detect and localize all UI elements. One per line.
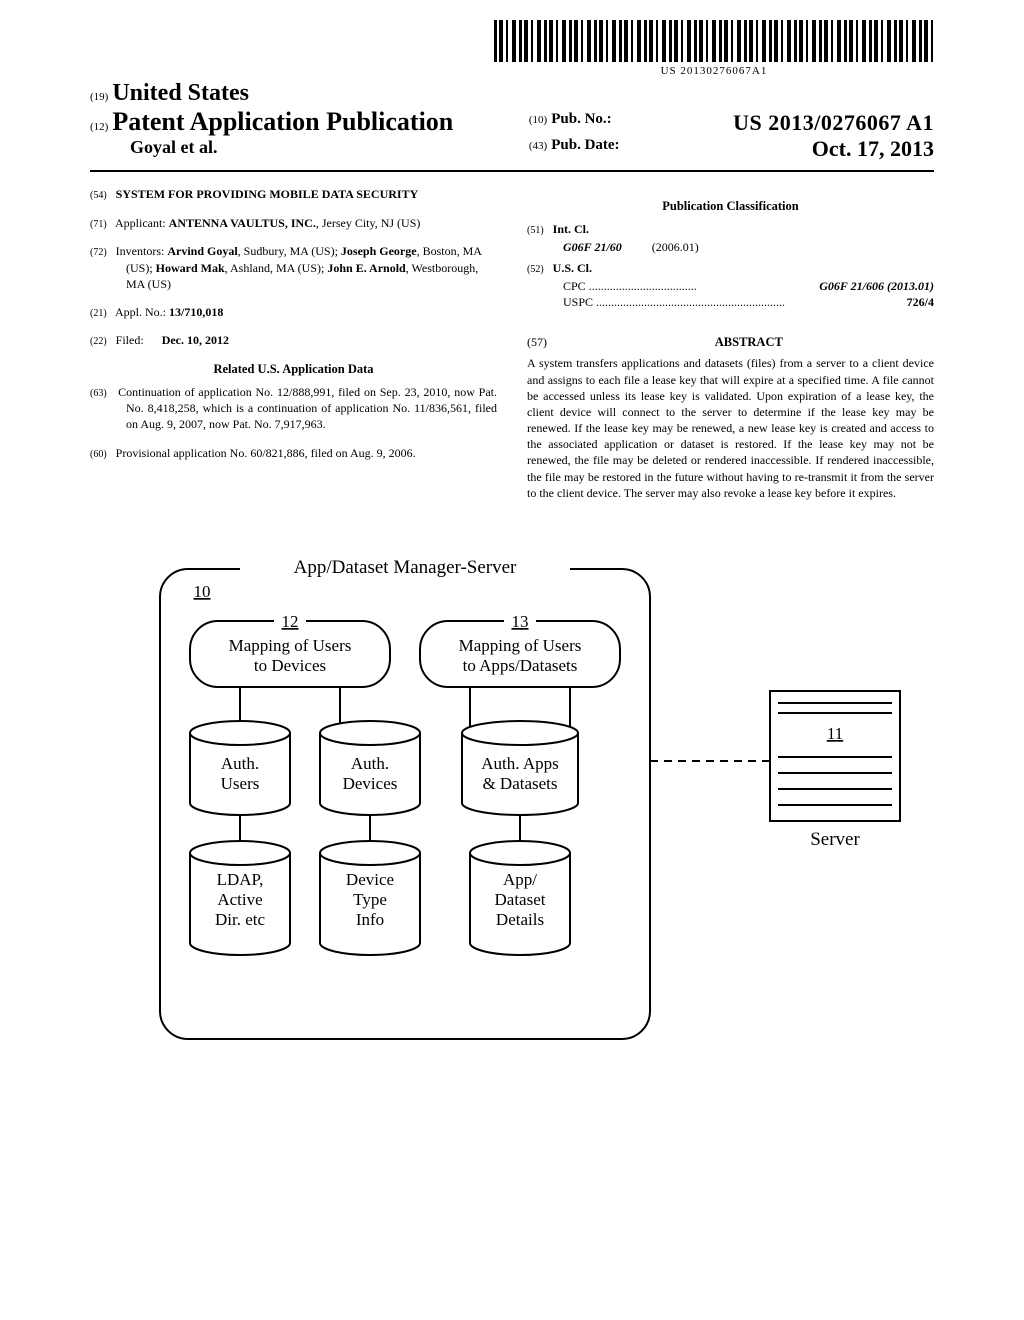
f52-label: U.S. Cl. <box>553 261 592 275</box>
svg-text:Type: Type <box>353 890 387 909</box>
f57-code: (57) <box>527 335 547 349</box>
country: United States <box>112 80 249 106</box>
classification-heading: Publication Classification <box>527 198 934 215</box>
uspc-label: USPC <box>563 295 593 309</box>
barcode-region: US 20130276067A1 <box>494 20 934 77</box>
f71-text: ANTENNA VAULTUS, INC., Jersey City, NJ (… <box>169 216 421 230</box>
fig-title: App/Dataset Manager-Server <box>294 557 517 578</box>
server-label: Server <box>810 829 860 850</box>
code-19: (19) <box>90 91 108 103</box>
pub-date: Oct. 17, 2013 <box>812 136 934 162</box>
f72-text: Arvind Goyal, Sudbury, MA (US); Joseph G… <box>126 244 481 291</box>
biblio-left-column: (54) SYSTEM FOR PROVIDING MOBILE DATA SE… <box>90 186 497 501</box>
svg-text:Auth. Apps: Auth. Apps <box>481 754 558 773</box>
code-43: (43) <box>529 140 547 152</box>
publication-title: Patent Application Publication <box>112 107 453 136</box>
code-10: (10) <box>529 114 547 126</box>
f51-code: (51) <box>527 225 544 236</box>
code-12: (12) <box>90 121 108 133</box>
svg-text:Dataset: Dataset <box>495 890 546 909</box>
f22-val: Dec. 10, 2012 <box>162 333 229 347</box>
field-72: (72) Inventors: Arvind Goyal, Sudbury, M… <box>90 243 497 292</box>
svg-text:App/: App/ <box>503 870 537 889</box>
pub-no-label: Pub. No.: <box>551 111 611 127</box>
field-63: (63) Continuation of application No. 12/… <box>90 384 497 433</box>
f51-date: (2006.01) <box>652 240 699 254</box>
svg-text:Devices: Devices <box>343 774 398 793</box>
box13-line1: Mapping of Users <box>459 636 582 655</box>
field-51: (51) Int. Cl. <box>527 221 934 238</box>
header-left: (19) United States (12) Patent Applicati… <box>90 80 495 158</box>
f51-line: G06F 21/60 (2006.01) <box>527 239 934 255</box>
barcode-text: US 20130276067A1 <box>494 65 934 77</box>
pub-no: US 2013/0276067 A1 <box>733 110 934 136</box>
biblio-right-column: Publication Classification (51) Int. Cl.… <box>527 186 934 501</box>
header-divider <box>90 170 934 172</box>
f22-code: (22) <box>90 336 107 347</box>
f71-code: (71) <box>90 219 107 230</box>
svg-text:Info: Info <box>356 910 384 929</box>
field-52: (52) U.S. Cl. <box>527 260 934 277</box>
field-60: (60) Provisional application No. 60/821,… <box>90 445 497 462</box>
f22-label: Filed: <box>116 333 144 347</box>
svg-text:Auth.: Auth. <box>221 754 259 773</box>
f72-code: (72) <box>90 247 107 258</box>
f21-label: Appl. No.: <box>115 305 166 319</box>
field-21: (21) Appl. No.: 13/710,018 <box>90 304 497 321</box>
svg-text:Auth.: Auth. <box>351 754 389 773</box>
pub-date-label: Pub. Date: <box>551 137 619 153</box>
abstract-heading: ABSTRACT <box>586 334 912 351</box>
barcode-bars <box>494 20 934 62</box>
related-app-heading: Related U.S. Application Data <box>90 361 497 378</box>
f52-code: (52) <box>527 264 544 275</box>
f72-label: Inventors: <box>116 244 165 258</box>
svg-text:Users: Users <box>221 774 260 793</box>
svg-text:Dir. etc: Dir. etc <box>215 910 265 929</box>
field-22: (22) Filed: Dec. 10, 2012 <box>90 332 497 349</box>
f60-code: (60) <box>90 449 107 460</box>
ref-10: 10 <box>194 582 211 601</box>
svg-text:Active: Active <box>217 890 262 909</box>
f21-code: (21) <box>90 308 107 319</box>
f60-text: Provisional application No. 60/821,886, … <box>116 446 416 460</box>
uspc-line: USPC ...................................… <box>527 294 934 310</box>
cpc-label: CPC <box>563 279 586 293</box>
ref-11: 11 <box>827 724 843 743</box>
uspc-val: 726/4 <box>907 294 934 310</box>
header-right: (10) Pub. No.: US 2013/0276067 A1 (43) P… <box>529 80 934 162</box>
header-block: (19) United States (12) Patent Applicati… <box>90 80 934 162</box>
bibliographic-section: (54) SYSTEM FOR PROVIDING MOBILE DATA SE… <box>90 186 934 501</box>
f54-text: SYSTEM FOR PROVIDING MOBILE DATA SECURIT… <box>116 187 419 201</box>
svg-text:Device: Device <box>346 870 394 889</box>
cpc-line: CPC ....................................… <box>527 278 934 294</box>
authors-line: Goyal et al. <box>90 137 495 158</box>
f71-label: Applicant: <box>115 216 166 230</box>
ref-12: 12 <box>282 612 299 631</box>
field-71: (71) Applicant: ANTENNA VAULTUS, INC., J… <box>90 215 497 232</box>
svg-text:Details: Details <box>496 910 544 929</box>
f63-code: (63) <box>90 388 107 399</box>
cpc-val: G06F 21/606 (2013.01) <box>819 278 934 294</box>
abstract-text: A system transfers applications and data… <box>527 355 934 501</box>
f63-text: Continuation of application No. 12/888,9… <box>118 385 497 432</box>
f21-val: 13/710,018 <box>169 305 223 319</box>
figure-svg: App/Dataset Manager-Server 10 12 13 Mapp… <box>90 541 934 1061</box>
patent-figure: App/Dataset Manager-Server 10 12 13 Mapp… <box>90 541 934 1061</box>
f51-class: G06F 21/60 <box>563 240 622 254</box>
box12-line2: to Devices <box>254 656 326 675</box>
field-54: (54) SYSTEM FOR PROVIDING MOBILE DATA SE… <box>90 186 497 203</box>
ref-13: 13 <box>512 612 529 631</box>
svg-text:LDAP,: LDAP, <box>217 870 264 889</box>
box13-line2: to Apps/Datasets <box>463 656 578 675</box>
svg-text:& Datasets: & Datasets <box>482 774 557 793</box>
field-57: (57) ABSTRACT <box>527 324 934 355</box>
box12-line1: Mapping of Users <box>229 636 352 655</box>
f51-label: Int. Cl. <box>553 222 589 236</box>
f54-code: (54) <box>90 190 107 201</box>
